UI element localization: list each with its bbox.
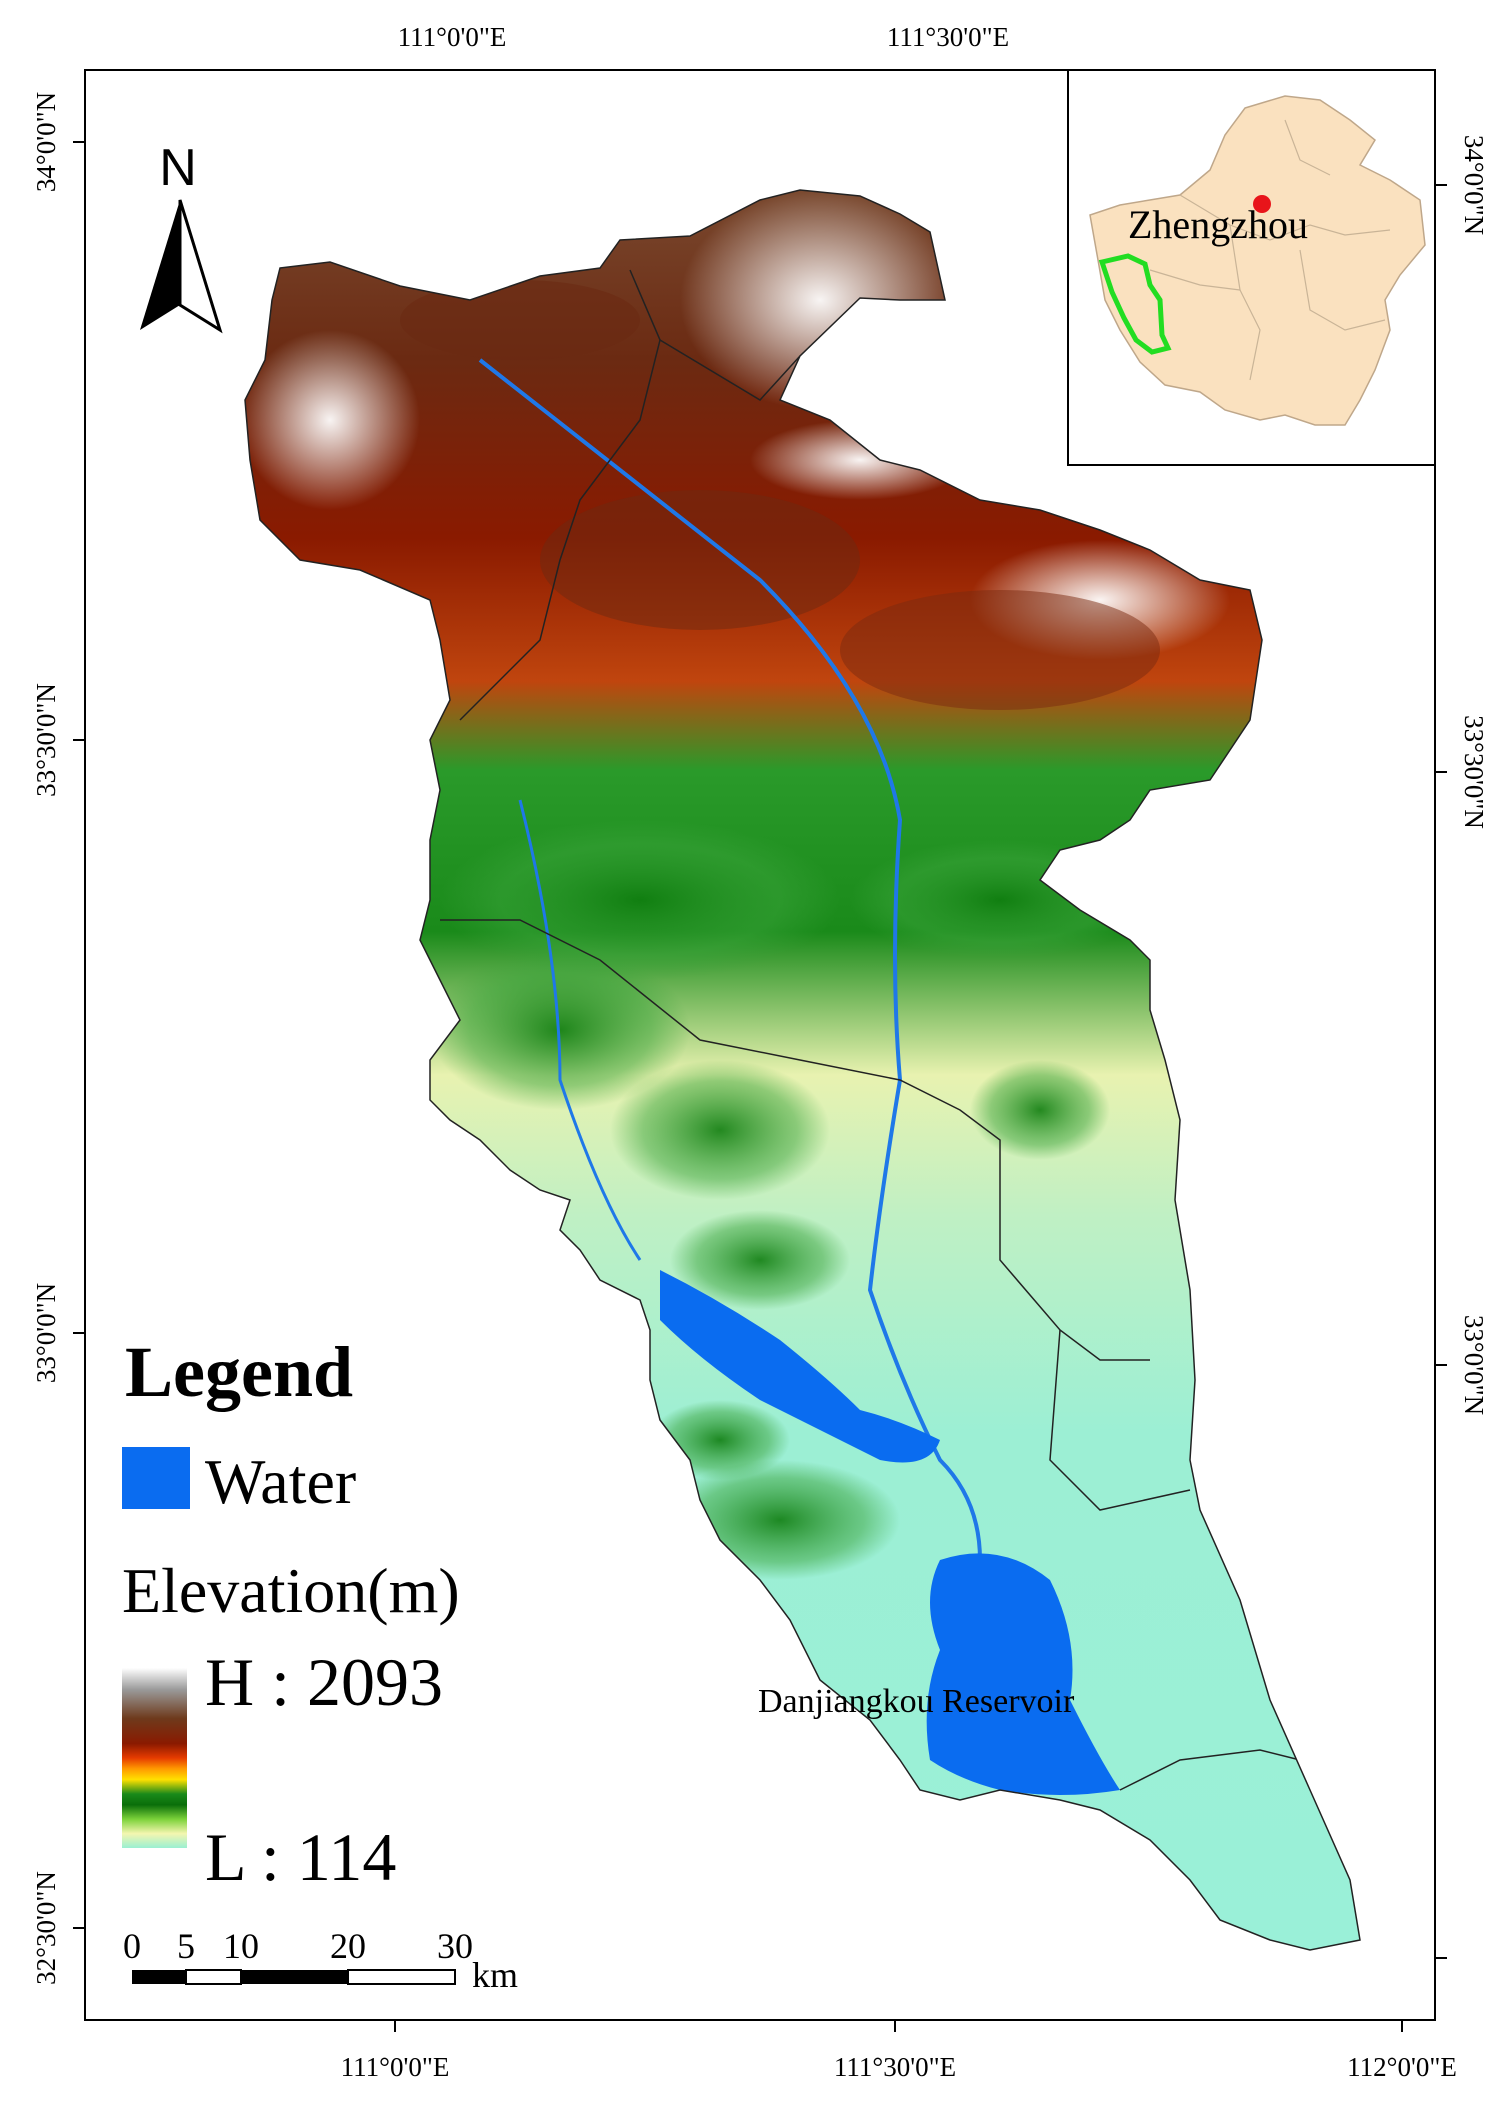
left-lat-label: 34°0'0"N [31,92,61,192]
right-lat-label: 33°0'0"N [1459,1315,1489,1415]
north-arrow-icon [140,200,180,330]
elevation-ramp [122,1668,187,1848]
scale-bar: 0 5 10 20 30 km [123,1926,518,1995]
inset-map: Zhengzhou [1067,69,1436,466]
scale-tick-label: 0 [123,1926,141,1966]
scale-tick-label: 30 [437,1926,473,1966]
right-lat-label: 34°0'0"N [1459,135,1489,235]
left-lat-label: 33°0'0"N [31,1283,61,1383]
county-boundary [459,269,661,721]
graticule-bottom: 111°0'0"E 111°30'0"E 112°0'0"E [341,2020,1457,2082]
bottom-lon-label: 111°0'0"E [341,2052,450,2082]
zhengzhou-label: Zhengzhou [1128,202,1308,247]
elevation-title: Elevation(m) [122,1555,460,1626]
mountain-relief [245,190,1230,710]
legend: Legend Water Elevation(m) H : 2093 L : 1… [122,1332,460,1895]
elevation-low-label: L : 114 [205,1819,396,1895]
graticule-top: 111°0'0"E 111°30'0"E [398,22,1009,52]
water-body-north [660,1270,940,1463]
scale-tick-label: 10 [223,1926,259,1966]
scale-tick-label: 5 [177,1926,195,1966]
bottom-lon-label: 112°0'0"E [1347,2052,1457,2082]
main-river [478,358,982,1561]
water-swatch [122,1447,190,1509]
zhengzhou-marker [1253,195,1271,213]
scale-tick-label: 20 [330,1926,366,1966]
elevation-high-label: H : 2093 [205,1644,443,1720]
county-boundary [440,919,1150,1361]
county-boundary [659,339,801,401]
top-lon-label: 111°0'0"E [398,22,507,52]
left-lat-label: 33°30'0"N [31,683,61,797]
top-lon-label: 111°30'0"E [887,22,1009,52]
legend-title: Legend [125,1332,353,1412]
tributary-river [518,799,642,1261]
north-arrow: N [140,139,223,334]
county-boundary [1119,1749,1301,1791]
inset-internal-boundaries [1149,119,1391,381]
bottom-lon-label: 111°30'0"E [834,2052,956,2082]
north-arrow-label: N [159,139,197,197]
water-body-danjiangkou [926,1553,1120,1795]
scale-unit: km [472,1955,518,1995]
left-lat-label: 32°30'0"N [31,1871,61,1985]
inset-study-area [1098,253,1172,355]
right-lat-label: 33°30'0"N [1459,715,1489,829]
graticule-left: 34°0'0"N 33°30'0"N 33°0'0"N 32°30'0"N [31,92,85,1985]
graticule-right: 34°0'0"N 33°30'0"N 33°0'0"N [1435,135,1489,1959]
county-boundary [1049,1329,1191,1511]
reservoir-label: Danjiangkou Reservoir [758,1683,1075,1720]
inset-province [1089,95,1426,426]
water-label: Water [205,1446,356,1517]
